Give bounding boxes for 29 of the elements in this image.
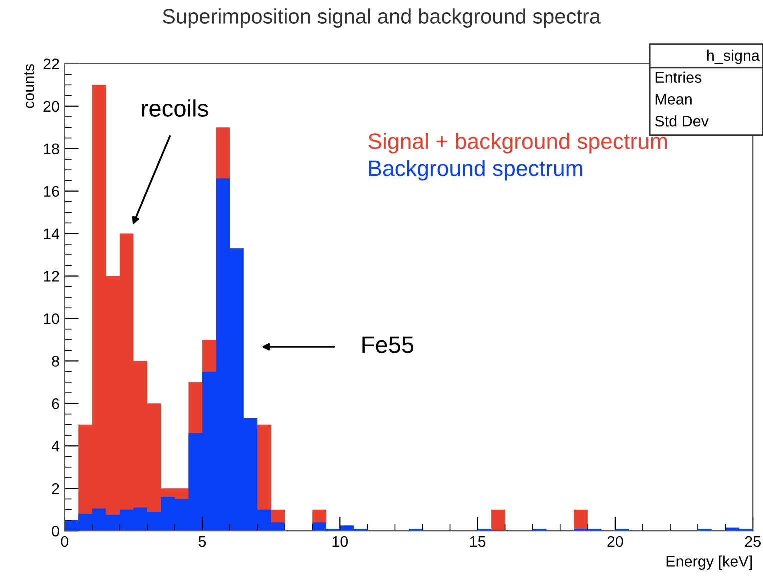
x-axis-title: Energy [keV] [666,556,752,570]
y-tick-label: 4 [52,441,60,452]
y-tick-label: 2 [52,483,60,494]
y-tick-label: 8 [52,356,60,367]
x-tick-label: 25 [745,536,761,548]
x-tick-label: 0 [61,536,69,548]
y-tick-label: 22 [44,58,60,70]
y-tick-label: 20 [44,101,60,112]
x-tick-label: 10 [332,536,348,548]
y-axis-title: counts [24,64,34,108]
y-tick-label: 0 [52,526,60,537]
y-tick-label: 10 [44,314,60,324]
text: Signal + background spectrum [368,132,667,154]
y-tick-label: 14 [44,228,60,240]
annotation: Std Dev [655,116,709,127]
y-tick-label: 18 [44,144,60,155]
annotation: h_signa [707,50,760,64]
chart-title: Superimposition signal and background spectra [163,8,601,28]
x-tick-label: 5 [198,536,206,548]
y-tick-label: 12 [44,271,60,282]
annotation: Fe55 [362,336,414,354]
x-tick-label: 15 [470,536,486,548]
annotation: Entries [656,72,702,84]
text: Background spectrum [369,160,582,181]
x-tick-label: 20 [608,536,624,548]
annotation: recoils [142,100,208,117]
annotation: Mean [656,94,692,105]
y-tick-label: 16 [44,186,60,198]
y-tick-label: 6 [52,398,60,410]
